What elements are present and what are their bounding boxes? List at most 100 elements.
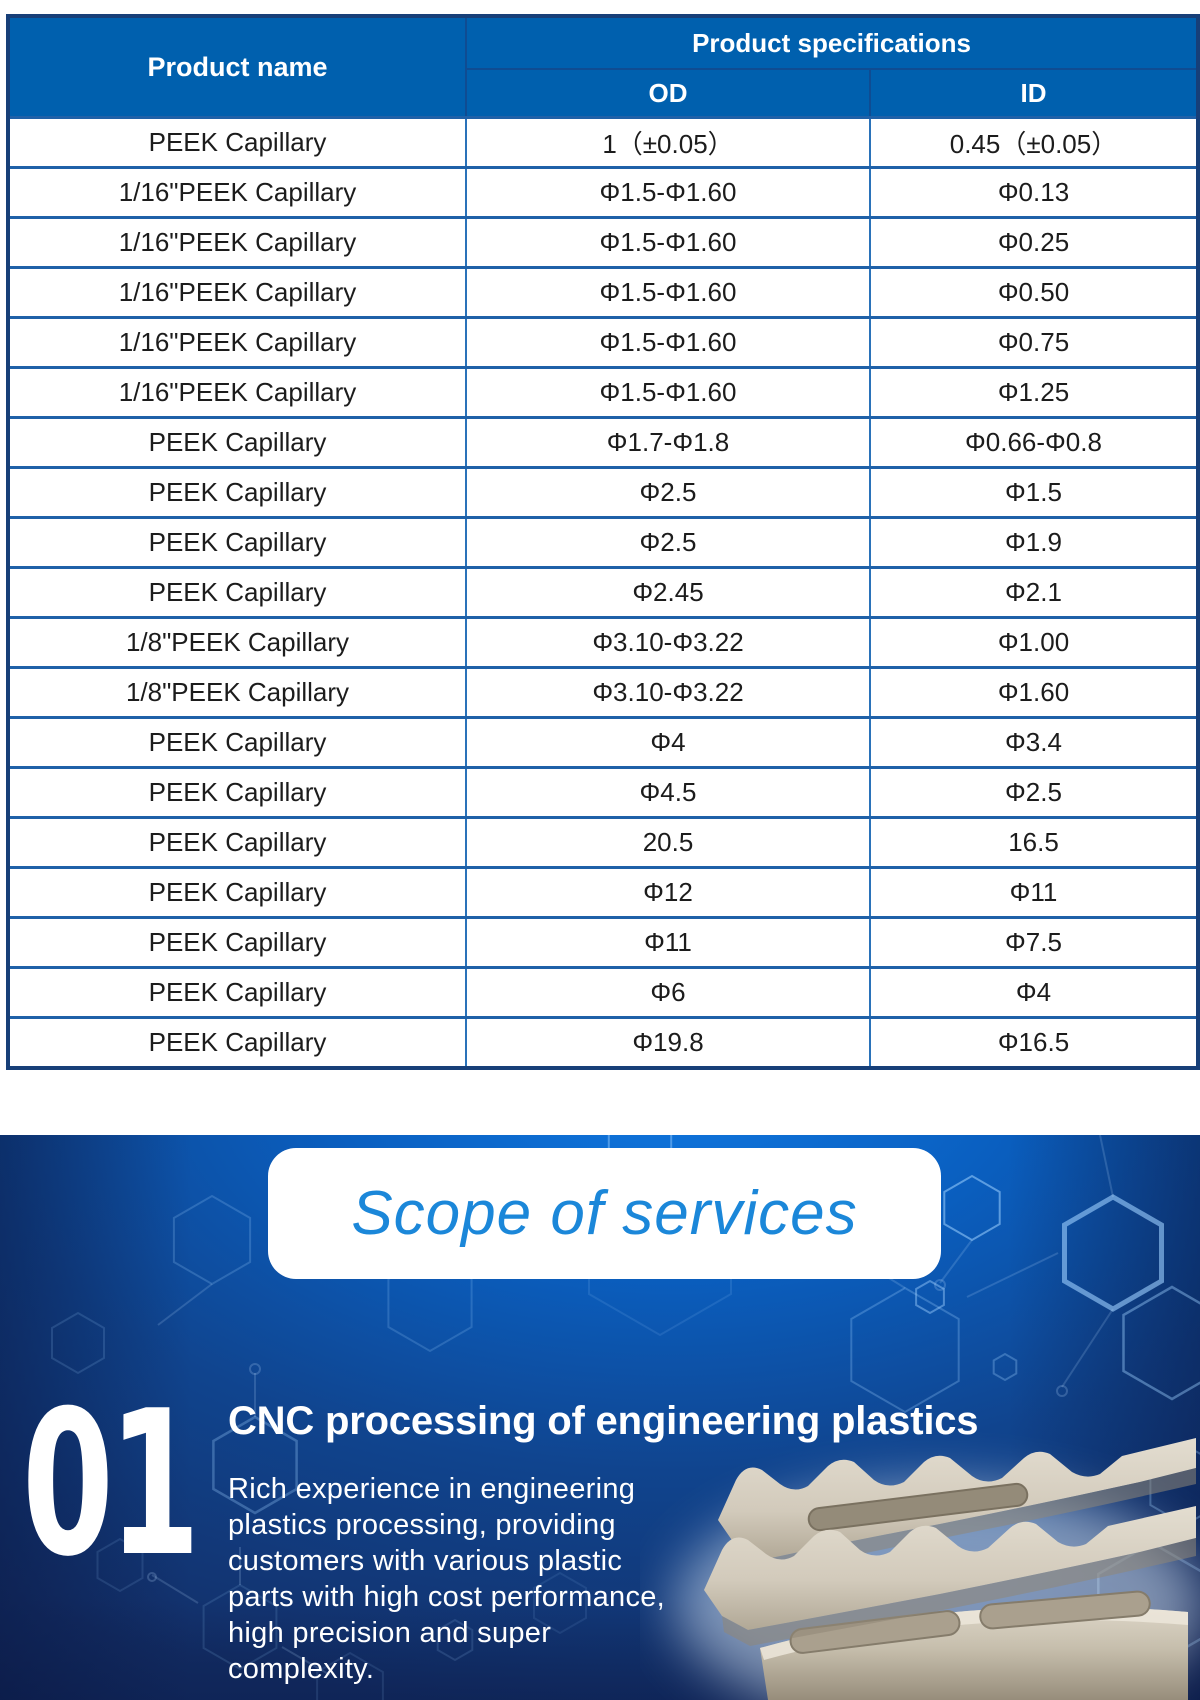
cell-name: PEEK Capillary xyxy=(7,1016,467,1070)
cell-name: PEEK Capillary xyxy=(7,816,467,869)
table-row: 1/16"PEEK Capillary Φ1.5-Φ1.60 Φ0.75 xyxy=(7,316,1199,369)
hexagon-icon xyxy=(943,1174,1001,1242)
cell-od: Φ1.5-Φ1.60 xyxy=(465,216,871,269)
cell-od: Φ1.5-Φ1.60 xyxy=(465,166,871,219)
cell-id: Φ16.5 xyxy=(869,1016,1199,1070)
cell-od: Φ2.45 xyxy=(465,566,871,619)
item-description-line: parts with high cost performance, xyxy=(228,1581,666,1613)
cell-id: Φ3.4 xyxy=(869,716,1199,769)
machined-part-image xyxy=(675,1438,1200,1700)
cell-name: PEEK Capillary xyxy=(7,866,467,919)
cell-id: Φ1.00 xyxy=(869,616,1199,669)
table-row: PEEK Capillary 1（±0.05） 0.45（±0.05） xyxy=(7,116,1199,169)
cell-od: Φ12 xyxy=(465,866,871,919)
hexagon-icon xyxy=(51,1311,105,1375)
cell-id: Φ4 xyxy=(869,966,1199,1019)
cell-id: Φ1.5 xyxy=(869,466,1199,519)
service-item-description: Rich experience in engineering plastics p… xyxy=(228,1471,665,1687)
cell-name: PEEK Capillary xyxy=(7,916,467,969)
table-row: 1/16"PEEK Capillary Φ1.5-Φ1.60 Φ0.13 xyxy=(7,166,1199,219)
spec-table-body: PEEK Capillary 1（±0.05） 0.45（±0.05） 1/16"PE… xyxy=(7,116,1199,1070)
services-title-box: Scope of services xyxy=(268,1148,941,1279)
header-id: ID xyxy=(869,68,1199,119)
cell-id: 16.5 xyxy=(869,816,1199,869)
cell-name: 1/16"PEEK Capillary xyxy=(7,216,467,269)
molecule-bond-line xyxy=(966,1252,1059,1298)
cell-name: PEEK Capillary xyxy=(7,966,467,1019)
cell-id: Φ1.60 xyxy=(869,666,1199,719)
table-row: PEEK Capillary Φ12 Φ11 xyxy=(7,866,1199,919)
cell-od: 20.5 xyxy=(465,816,871,869)
service-number-01: 01 xyxy=(22,1368,200,1601)
molecule-bond-line xyxy=(1061,1308,1114,1388)
cell-name: 1/16"PEEK Capillary xyxy=(7,266,467,319)
cell-id: Φ0.25 xyxy=(869,216,1199,269)
cell-od: Φ1.7-Φ1.8 xyxy=(465,416,871,469)
table-row: 1/8"PEEK Capillary Φ3.10-Φ3.22 Φ1.00 xyxy=(7,616,1199,669)
cell-name: PEEK Capillary xyxy=(7,716,467,769)
cell-name: PEEK Capillary xyxy=(7,766,467,819)
cell-id: Φ1.25 xyxy=(869,366,1199,419)
table-row: PEEK Capillary Φ4 Φ3.4 xyxy=(7,716,1199,769)
molecule-atom-icon xyxy=(249,1363,261,1375)
item-description-line: complexity. xyxy=(228,1653,375,1685)
spec-table: Product name Product specifications OD I… xyxy=(6,14,1200,1070)
molecule-bond-line xyxy=(157,1283,213,1326)
cell-od: Φ4 xyxy=(465,716,871,769)
cell-name: 1/16"PEEK Capillary xyxy=(7,366,467,419)
table-row: 1/8"PEEK Capillary Φ3.10-Φ3.22 Φ1.60 xyxy=(7,666,1199,719)
cell-od: Φ19.8 xyxy=(465,1016,871,1070)
cell-od: Φ11 xyxy=(465,916,871,969)
table-row: 1/16"PEEK Capillary Φ1.5-Φ1.60 Φ0.50 xyxy=(7,266,1199,319)
cell-name: PEEK Capillary xyxy=(7,116,467,169)
cell-id: Φ0.66-Φ0.8 xyxy=(869,416,1199,469)
cell-id: Φ2.1 xyxy=(869,566,1199,619)
services-title: Scope of services xyxy=(351,1179,858,1248)
table-row: PEEK Capillary Φ11 Φ7.5 xyxy=(7,916,1199,969)
cell-id: Φ0.50 xyxy=(869,266,1199,319)
cell-od: Φ4.5 xyxy=(465,766,871,819)
services-section: Scope of services 01 CNC processing of e… xyxy=(0,1135,1200,1700)
table-row: PEEK Capillary Φ4.5 Φ2.5 xyxy=(7,766,1199,819)
cell-od: Φ3.10-Φ3.22 xyxy=(465,616,871,669)
table-row: PEEK Capillary Φ19.8 Φ16.5 xyxy=(7,1016,1199,1070)
cell-od: Φ6 xyxy=(465,966,871,1019)
cell-name: 1/16"PEEK Capillary xyxy=(7,166,467,219)
header-od: OD xyxy=(465,68,871,119)
cell-od: 1（±0.05） xyxy=(465,116,871,169)
item-description-line: high precision and super xyxy=(228,1617,552,1649)
cell-id: Φ7.5 xyxy=(869,916,1199,969)
cell-id: Φ2.5 xyxy=(869,766,1199,819)
cell-od: Φ2.5 xyxy=(465,466,871,519)
molecule-bond-line xyxy=(1099,1135,1114,1198)
cell-od: Φ3.10-Φ3.22 xyxy=(465,666,871,719)
hexagon-icon xyxy=(172,1194,252,1286)
table-row: PEEK Capillary 20.5 16.5 xyxy=(7,816,1199,869)
table-row: PEEK Capillary Φ2.45 Φ2.1 xyxy=(7,566,1199,619)
item-description-line: Rich experience in engineering xyxy=(228,1473,636,1505)
cell-id: Φ1.9 xyxy=(869,516,1199,569)
product-spec-table: Product name Product specifications OD I… xyxy=(6,14,1200,1070)
cell-id: Φ0.75 xyxy=(869,316,1199,369)
hexagon-icon xyxy=(1062,1194,1164,1312)
hexagon-icon xyxy=(915,1279,945,1315)
header-product-specifications: Product specifications xyxy=(465,15,1199,70)
item-description-line: plastics processing, providing xyxy=(228,1509,616,1541)
cell-od: Φ1.5-Φ1.60 xyxy=(465,266,871,319)
table-row: PEEK Capillary Φ1.7-Φ1.8 Φ0.66-Φ0.8 xyxy=(7,416,1199,469)
cell-od: Φ2.5 xyxy=(465,516,871,569)
spec-table-header: Product name Product specifications OD I… xyxy=(7,15,1199,119)
cell-id: Φ11 xyxy=(869,866,1199,919)
hexagon-icon xyxy=(992,1352,1018,1382)
cell-id: 0.45（±0.05） xyxy=(869,116,1199,169)
table-row: PEEK Capillary Φ2.5 Φ1.5 xyxy=(7,466,1199,519)
cell-od: Φ1.5-Φ1.60 xyxy=(465,316,871,369)
service-item-title: CNC processing of engineering plastics xyxy=(228,1399,979,1443)
cell-name: PEEK Capillary xyxy=(7,566,467,619)
table-row: PEEK Capillary Φ2.5 Φ1.9 xyxy=(7,516,1199,569)
cell-name: 1/8"PEEK Capillary xyxy=(7,616,467,669)
table-row: PEEK Capillary Φ6 Φ4 xyxy=(7,966,1199,1019)
cell-name: PEEK Capillary xyxy=(7,516,467,569)
cell-name: 1/16"PEEK Capillary xyxy=(7,316,467,369)
